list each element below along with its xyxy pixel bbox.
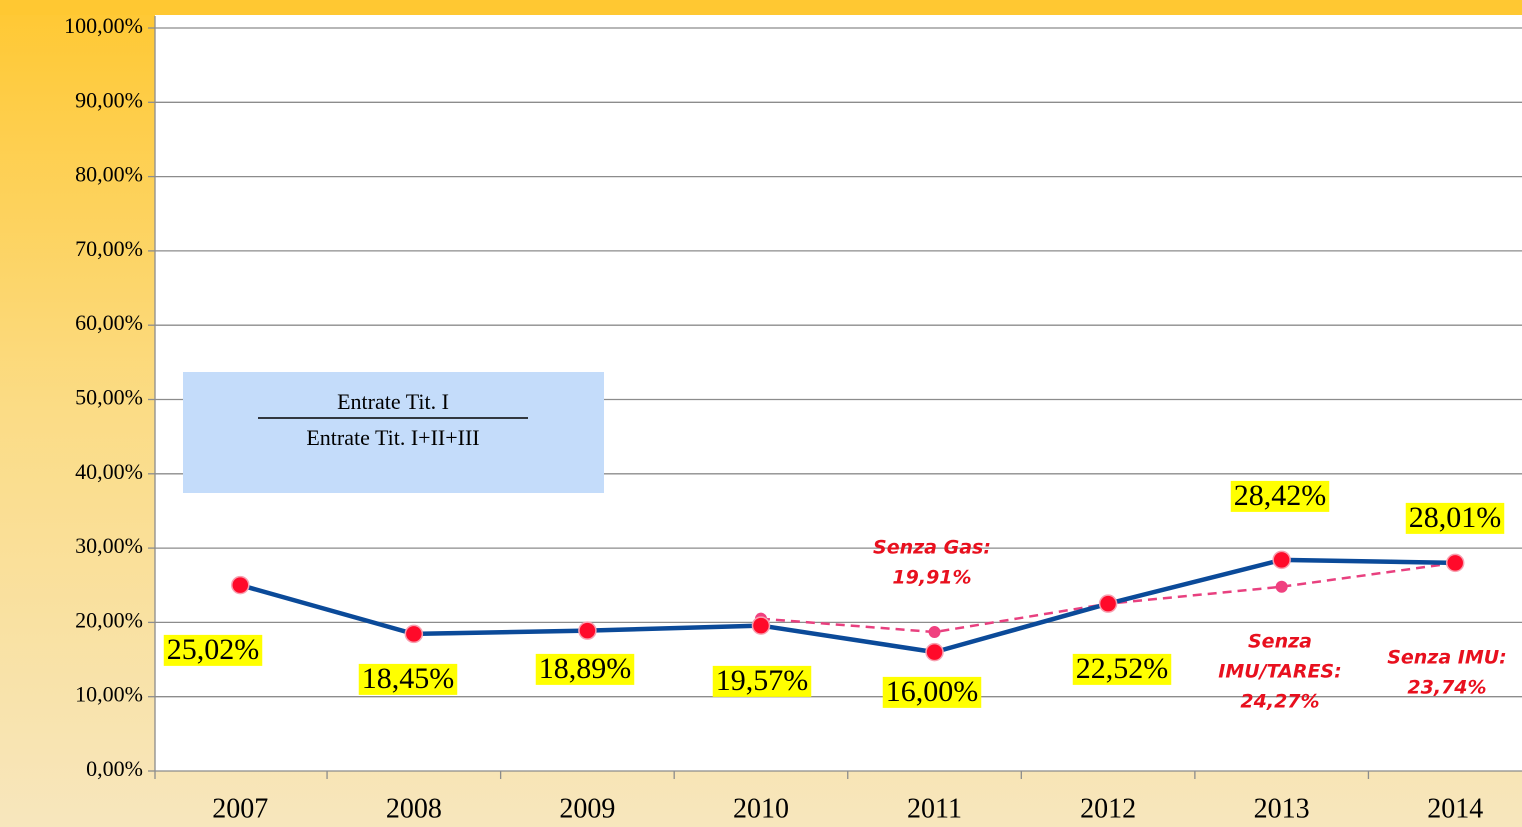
formula-numerator: Entrate Tit. I bbox=[337, 389, 449, 414]
marker bbox=[578, 621, 597, 640]
value-label: 19,57% bbox=[712, 664, 812, 697]
x-tick-label: 2012 bbox=[1080, 793, 1136, 824]
value-label-text: 18,45% bbox=[362, 662, 455, 695]
value-label: 28,01% bbox=[1405, 501, 1505, 534]
marker bbox=[928, 626, 941, 639]
y-tick-label: 20,00% bbox=[75, 607, 143, 632]
marker bbox=[1445, 553, 1465, 573]
annotation: 19,91% bbox=[892, 567, 971, 589]
value-label: 22,52% bbox=[1072, 652, 1172, 685]
annotation: 24,27% bbox=[1240, 691, 1319, 713]
marker bbox=[1275, 580, 1288, 593]
y-tick-label: 70,00% bbox=[75, 236, 143, 261]
value-label-text: 18,89% bbox=[539, 652, 632, 685]
formula-box bbox=[183, 372, 604, 493]
marker bbox=[1272, 550, 1291, 570]
marker bbox=[925, 642, 944, 662]
x-tick-label: 2009 bbox=[559, 793, 615, 824]
annotation: 23,74% bbox=[1407, 677, 1486, 699]
value-label-text: 28,01% bbox=[1409, 501, 1502, 534]
annotation: Senza IMU: bbox=[1387, 647, 1507, 669]
value-label-box bbox=[358, 663, 458, 695]
annotation: Senza bbox=[1248, 631, 1312, 653]
value-label-text: 25,02% bbox=[167, 633, 260, 666]
value-label-text: 19,57% bbox=[716, 664, 809, 697]
y-tick-label: 80,00% bbox=[75, 162, 143, 187]
y-tick-label: 50,00% bbox=[75, 385, 143, 410]
value-label-box bbox=[1072, 653, 1172, 685]
value-label-text: 16,00% bbox=[886, 675, 979, 708]
value-label: 16,00% bbox=[882, 675, 982, 708]
value-label: 18,89% bbox=[535, 652, 635, 685]
value-label-text: 28,42% bbox=[1234, 479, 1327, 512]
x-tick-label: 2011 bbox=[907, 793, 962, 824]
value-label-box bbox=[712, 665, 812, 697]
value-label-text: 22,52% bbox=[1076, 652, 1169, 685]
value-label-box bbox=[1405, 502, 1505, 534]
y-tick-label: 10,00% bbox=[75, 682, 143, 707]
series-line bbox=[239, 557, 1456, 655]
y-tick-label: 40,00% bbox=[75, 459, 143, 484]
marker bbox=[231, 575, 250, 595]
marker bbox=[1098, 594, 1118, 613]
value-label-box bbox=[882, 676, 982, 708]
value-label-box bbox=[1230, 480, 1330, 512]
annotation: Senza Gas: bbox=[873, 537, 991, 559]
value-label: 28,42% bbox=[1230, 479, 1330, 512]
value-label: 25,02% bbox=[163, 633, 263, 666]
y-tick-label: 100,00% bbox=[64, 13, 143, 38]
y-tick-label: 60,00% bbox=[75, 310, 143, 335]
x-tick-label: 2008 bbox=[386, 793, 442, 824]
top-band bbox=[0, 0, 1522, 15]
x-tick-label: 2014 bbox=[1427, 793, 1483, 824]
marker bbox=[751, 616, 771, 635]
formula-denominator: Entrate Tit. I+II+III bbox=[306, 425, 479, 450]
x-tick-label: 2013 bbox=[1254, 793, 1310, 824]
x-tick-label: 2007 bbox=[212, 793, 268, 824]
value-label: 18,45% bbox=[358, 662, 458, 695]
x-tick-label: 2010 bbox=[733, 793, 789, 824]
y-tick-label: 0,00% bbox=[86, 756, 143, 781]
annotation: IMU/TARES: bbox=[1218, 661, 1341, 683]
marker bbox=[404, 624, 424, 644]
y-tick-label: 90,00% bbox=[75, 87, 143, 112]
value-label-box bbox=[535, 653, 635, 685]
y-tick-label: 30,00% bbox=[75, 533, 143, 558]
value-label-box bbox=[163, 634, 263, 666]
